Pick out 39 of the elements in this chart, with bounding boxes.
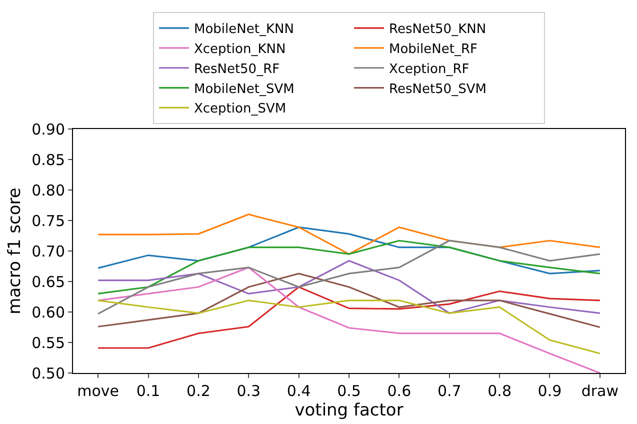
y-tick-label: 0.60 — [32, 303, 65, 322]
line-series — [97, 286, 601, 349]
line-series — [97, 214, 601, 255]
y-tick-label: 0.55 — [32, 334, 65, 352]
legend-label: MobileNet_KNN — [194, 22, 294, 38]
y-tick-label: 0.85 — [32, 150, 65, 169]
line-series — [97, 300, 601, 354]
x-tick-label: 0.7 — [437, 382, 462, 400]
x-tick-label: 0.1 — [136, 382, 160, 400]
y-tick-label: 0.75 — [32, 212, 65, 230]
x-tick-label: 0.2 — [186, 382, 210, 400]
legend-label: ResNet50_RF — [194, 62, 280, 77]
x-tick-label: 0.9 — [538, 382, 562, 400]
legend-label: MobileNet_RF — [389, 42, 478, 58]
y-axis-title: macro f1 score — [5, 188, 26, 314]
legend-label: MobileNet_SVM — [194, 82, 294, 97]
line-series — [97, 266, 601, 373]
y-tick-label: 0.90 — [32, 120, 65, 138]
line-series — [97, 260, 601, 314]
x-tick-label: draw — [581, 382, 618, 400]
legend-label: Xception_RF — [389, 62, 470, 77]
legend-label: Xception_SVM — [194, 102, 286, 117]
legend-label: ResNet50_KNN — [389, 22, 486, 38]
y-tick-label: 0.80 — [32, 181, 65, 200]
x-tick-label: 0.6 — [387, 382, 412, 400]
legend-label: ResNet50_SVM — [389, 82, 486, 97]
line-series — [97, 240, 601, 315]
x-tick-label: 0.8 — [488, 382, 512, 400]
y-tick-label: 0.50 — [32, 364, 65, 382]
x-tick-label: 0.4 — [286, 382, 311, 400]
line-series — [97, 240, 601, 294]
y-tick-label: 0.70 — [32, 242, 65, 260]
x-tick-label: move — [77, 382, 120, 400]
legend-label: Xception_KNN — [194, 42, 286, 58]
line-series — [97, 272, 601, 328]
x-tick-label: 0.5 — [337, 382, 361, 400]
x-axis-title: voting factor — [294, 400, 404, 420]
x-tick-label: 0.3 — [236, 382, 261, 400]
y-tick-label: 0.65 — [32, 272, 65, 291]
